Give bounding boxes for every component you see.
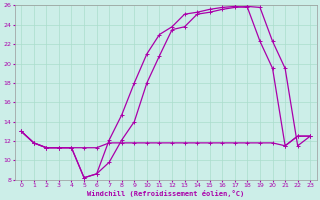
X-axis label: Windchill (Refroidissement éolien,°C): Windchill (Refroidissement éolien,°C) — [87, 190, 244, 197]
